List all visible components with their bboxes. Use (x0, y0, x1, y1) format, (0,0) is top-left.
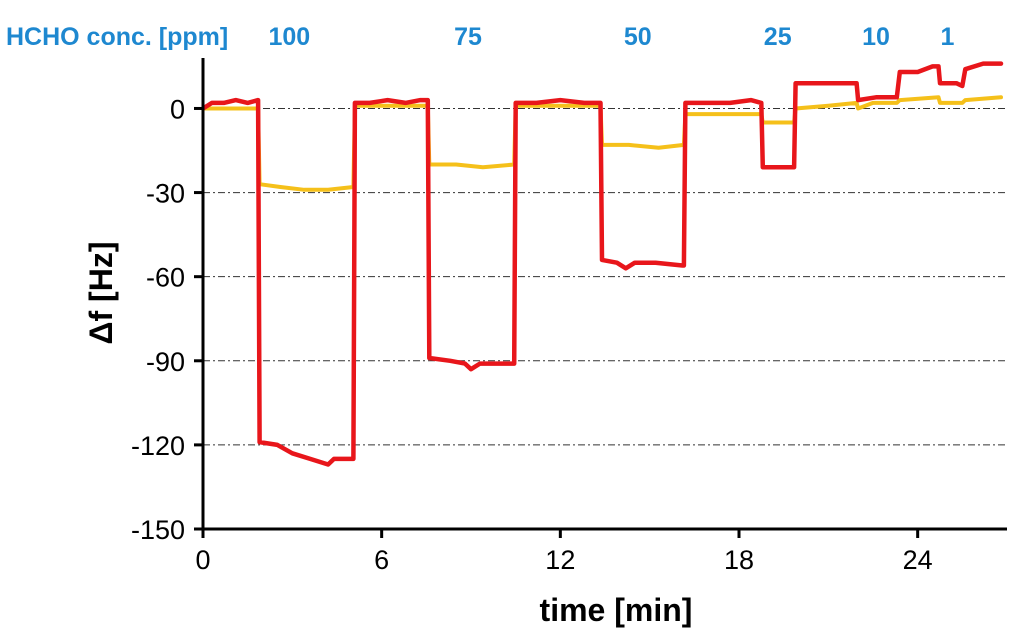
concentration-label: 100 (268, 23, 310, 51)
x-tick-label: 0 (195, 545, 210, 575)
y-tick-label: -150 (131, 515, 185, 545)
concentration-labels: 100 75 50 25 10 1 (268, 23, 954, 51)
x-axis-title: time [min] (540, 592, 693, 628)
series-line-yellow (201, 95, 1003, 192)
x-tick-label: 24 (903, 545, 933, 575)
concentration-label: 1 (940, 23, 954, 51)
series-lines (200, 61, 1004, 467)
y-axis-title: Δf [Hz] (83, 242, 119, 345)
concentration-header: HCHO conc. [ppm] (6, 23, 228, 51)
x-tick-label: 6 (374, 545, 389, 575)
x-tick-label: 12 (545, 545, 575, 575)
concentration-label: 25 (764, 23, 792, 51)
tick-labels: 0 6 12 18 24 0 -30 -60 -90 -120 -150 (131, 94, 933, 575)
y-tick-label: -90 (146, 347, 185, 377)
grid-lines (203, 107, 1007, 446)
y-tick-label: 0 (170, 94, 185, 124)
concentration-label: 50 (624, 23, 652, 51)
axes (201, 58, 1007, 531)
y-tick-label: -60 (146, 263, 185, 293)
tick-marks (194, 106, 920, 538)
series-line-red (200, 61, 1004, 467)
concentration-label: 10 (862, 23, 890, 51)
y-tick-label: -30 (146, 179, 185, 209)
concentration-label: 75 (454, 23, 482, 51)
y-tick-label: -120 (131, 431, 185, 461)
x-tick-label: 18 (724, 545, 754, 575)
